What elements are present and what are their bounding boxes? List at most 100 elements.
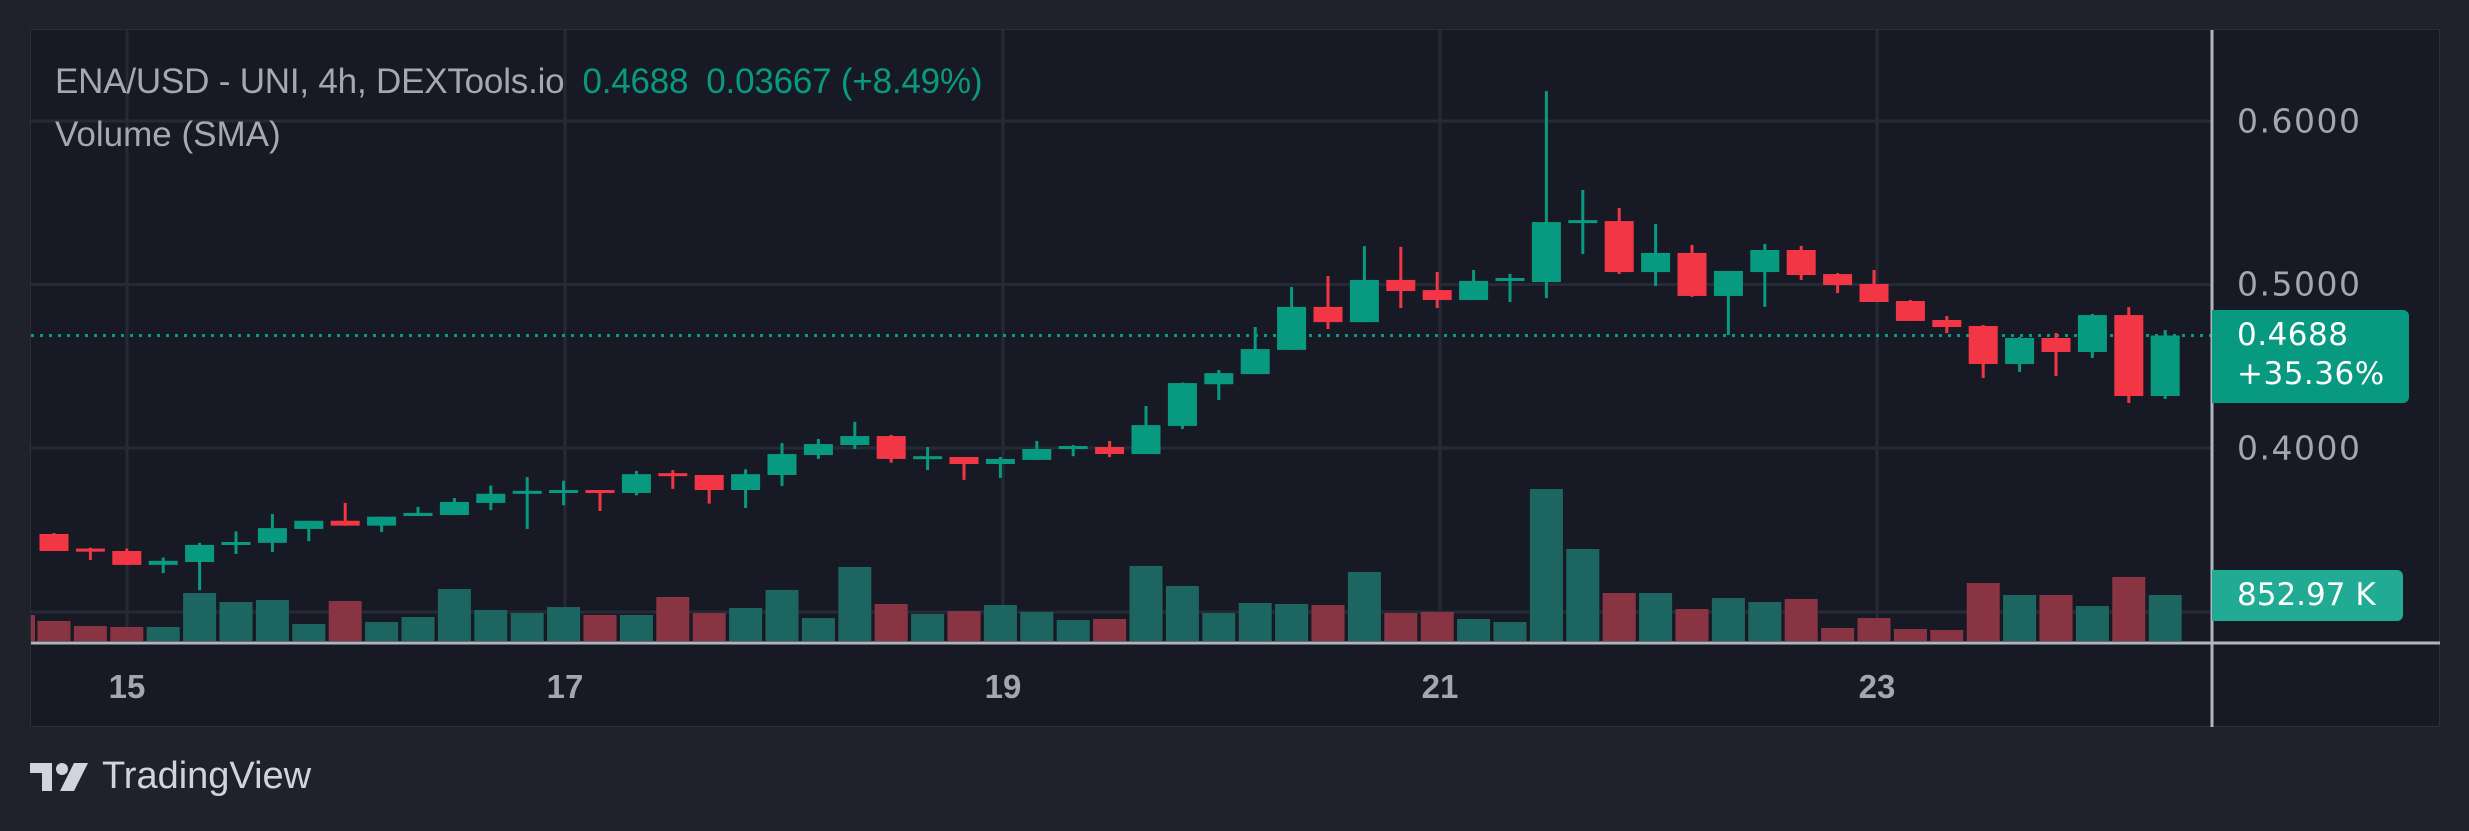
volume-bar — [401, 616, 435, 641]
volume-bar — [292, 624, 326, 641]
candle-body — [2150, 335, 2180, 397]
volume-bar — [219, 602, 253, 641]
volume-bar — [656, 596, 690, 641]
candle-body — [367, 516, 397, 526]
price-change: 0.03667 (+8.49%) — [706, 62, 983, 101]
volume-bar — [1311, 605, 1345, 641]
candle-body — [439, 501, 469, 516]
volume-bar — [547, 607, 581, 641]
volume-bar — [73, 626, 107, 641]
candle-body — [840, 436, 870, 446]
candle-body — [1167, 383, 1197, 426]
volume-bar — [110, 626, 144, 641]
price-tick-0400: 0.4000 — [2237, 428, 2362, 468]
volume-bar — [1602, 592, 1636, 641]
volume-bar — [1202, 613, 1236, 641]
candle-body — [512, 490, 542, 494]
candle-body — [1677, 252, 1707, 296]
volume-bar — [2148, 594, 2182, 641]
candle-body — [1240, 349, 1270, 375]
symbol-label: ENA/USD - UNI, 4h, DEXTools.io — [55, 62, 565, 101]
candle-body — [330, 520, 360, 526]
candle-body — [1422, 290, 1452, 301]
candle-body — [658, 473, 688, 477]
volume-bar — [1711, 598, 1745, 641]
candle-body — [1604, 221, 1634, 273]
candle-body — [2005, 337, 2035, 364]
candle-body — [549, 490, 579, 494]
candle-body — [1750, 250, 1780, 273]
candle-body — [148, 560, 178, 565]
candle-body — [1895, 301, 1925, 321]
time-tick-21: 21 — [1421, 668, 1459, 705]
candle-body — [1095, 447, 1125, 455]
volume-bar — [1639, 592, 1673, 641]
current-price-value: 0.4688 — [2237, 317, 2349, 353]
volume-bar — [1748, 602, 1782, 641]
volume-bar — [765, 589, 799, 641]
candle-body — [1349, 279, 1379, 323]
volume-bar — [1493, 622, 1527, 641]
volume-bar — [838, 566, 872, 641]
volume-bar — [1020, 611, 1054, 641]
candle-body — [1386, 279, 1416, 292]
candle-body — [985, 458, 1015, 465]
candle-body — [39, 534, 69, 552]
candle-body — [949, 456, 979, 465]
volume-bar — [2039, 594, 2073, 641]
candle-body — [694, 474, 724, 491]
price-tick-0500: 0.5000 — [2237, 264, 2362, 304]
candle-body — [1313, 306, 1343, 323]
volume-bar — [31, 615, 35, 641]
candle-body — [2114, 315, 2144, 397]
current-price-badge: 0.4688 +35.36% — [2212, 310, 2409, 403]
volume-bar — [1566, 548, 1600, 641]
candle-body — [1022, 448, 1052, 460]
candle-body — [1713, 270, 1743, 296]
tradingview-logo-icon — [30, 762, 88, 791]
volume-indicator-label: Volume (SMA) — [55, 115, 281, 154]
time-tick-15: 15 — [108, 668, 146, 705]
candle-body — [1277, 306, 1307, 350]
volume-bar — [1238, 602, 1272, 641]
brand-name: TradingView — [102, 755, 312, 797]
volume-badge: 852.97 K — [2212, 570, 2403, 621]
volume-bar — [1529, 489, 1563, 641]
time-tick-17: 17 — [546, 668, 584, 705]
time-tick-23: 23 — [1858, 668, 1896, 705]
tradingview-brand[interactable]: TradingView — [30, 755, 311, 798]
volume-bar — [1165, 585, 1199, 641]
volume-bar — [328, 600, 362, 641]
volume-bar — [474, 609, 508, 641]
candle-body — [75, 548, 105, 552]
volume-bar — [1093, 618, 1127, 641]
volume-bar — [874, 603, 908, 641]
candle-body — [767, 454, 797, 475]
candle-body — [1204, 373, 1234, 385]
candle-body — [294, 520, 324, 529]
volume-bar — [1384, 613, 1418, 641]
volume-bar — [1893, 629, 1927, 641]
volume-bar — [1347, 572, 1381, 641]
time-tick-19: 19 — [984, 668, 1022, 705]
candle-body — [621, 474, 651, 493]
chart-legend: ENA/USD - UNI, 4h, DEXTools.io 0.4688 0.03… — [55, 62, 983, 102]
volume-bar — [692, 613, 726, 641]
candle-body — [476, 493, 506, 503]
candle-body — [1968, 326, 1998, 364]
volume-bar — [983, 605, 1017, 641]
volume-bar — [183, 592, 217, 641]
candle-body — [403, 512, 433, 517]
candle-body — [803, 444, 833, 456]
volume-bar — [1420, 611, 1454, 641]
candle-body — [1932, 319, 1962, 328]
volume-bar — [1966, 583, 2000, 641]
volume-bar — [947, 611, 981, 641]
candle-body — [257, 528, 287, 543]
candle-body — [913, 456, 943, 460]
candle-body — [2041, 337, 2071, 353]
candle-body — [585, 490, 615, 494]
volume-bar — [1821, 628, 1855, 641]
volume-bar — [1457, 618, 1491, 641]
